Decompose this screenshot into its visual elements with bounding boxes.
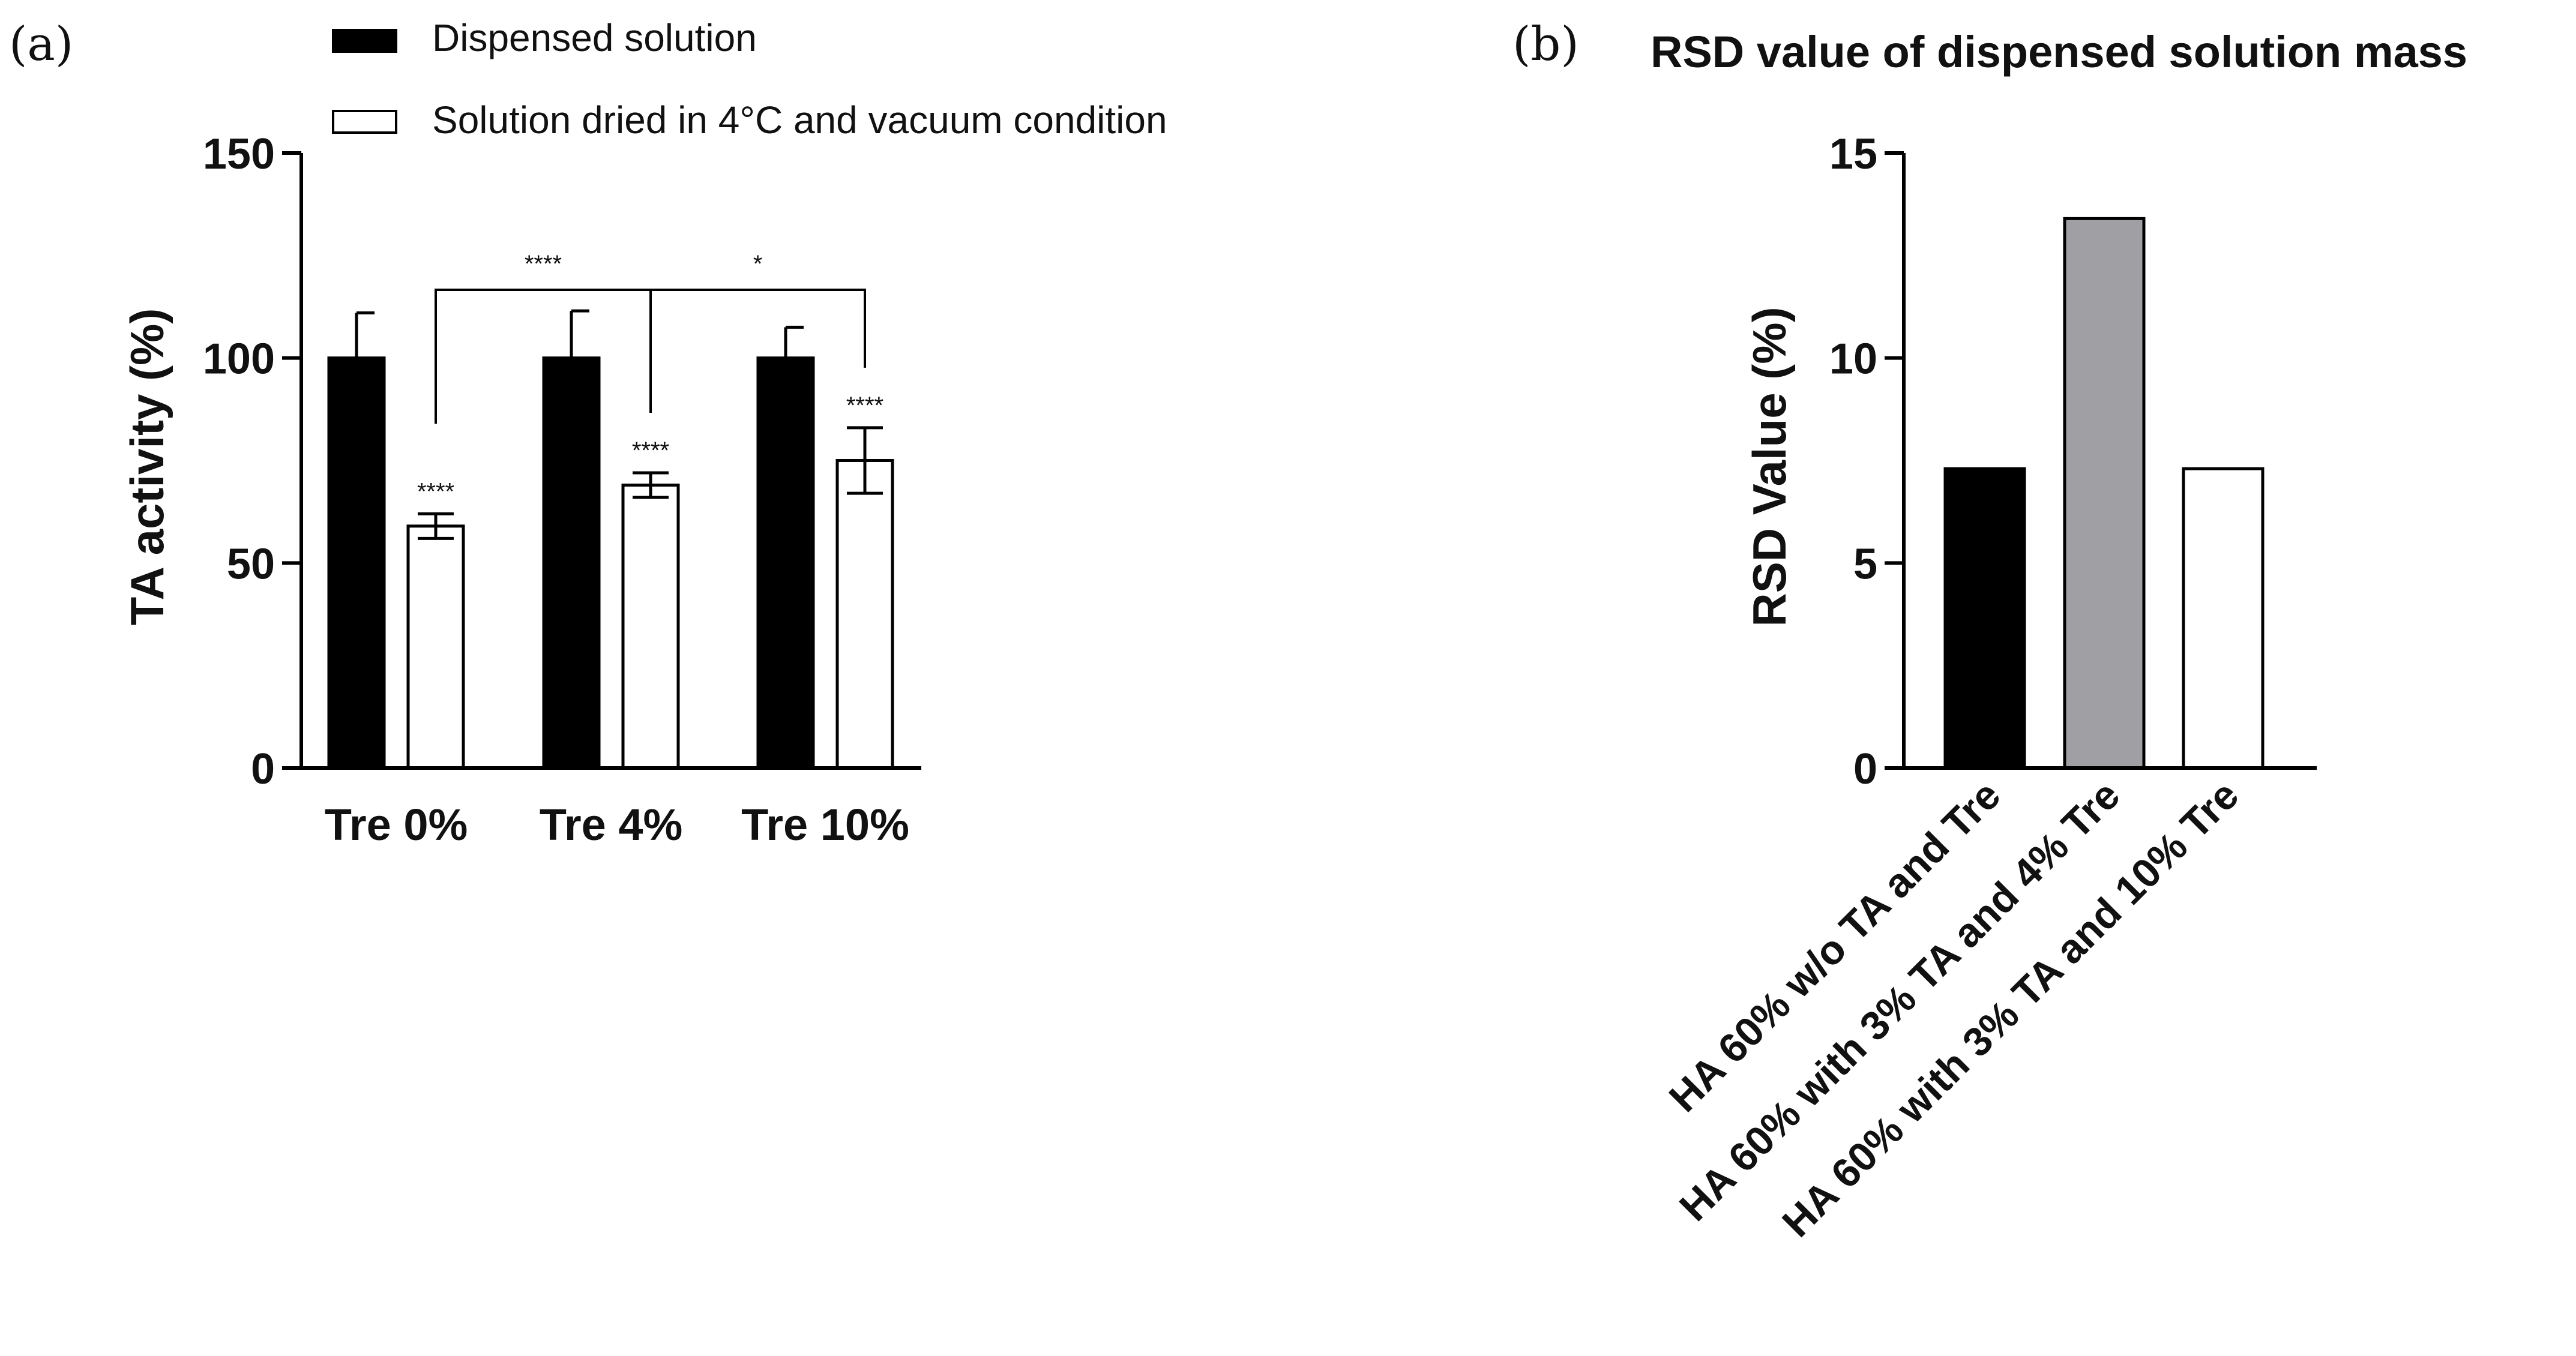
significance-marker: ****: [632, 437, 669, 464]
y-axis-label: RSD Value (%): [1743, 307, 1796, 626]
bracket-label: ****: [525, 251, 562, 277]
legend-swatch-dried: [332, 110, 397, 134]
y-ticks: 0 5 10 15: [1829, 130, 1904, 793]
y-tick-label: 15: [1829, 130, 1877, 178]
y-tick-label: 5: [1853, 540, 1877, 588]
y-axis-label: TA activity (%): [121, 308, 173, 626]
panel-b: (b) RSD value of dispensed solution mass…: [1512, 17, 2467, 1246]
bar-dried: [621, 484, 680, 770]
y-ticks: 0 50 100 150: [203, 130, 301, 793]
bar-dried: [406, 524, 465, 770]
bar-dispensed: [542, 356, 601, 770]
significance-brackets: **** *: [435, 251, 866, 424]
category-label: Tre 0%: [325, 800, 468, 850]
significance-marker: ****: [846, 392, 883, 419]
bar-dispensed: [756, 356, 815, 770]
y-tick-label: 50: [227, 540, 275, 588]
legend: Dispensed solution Solution dried in 4°C…: [332, 16, 1167, 142]
y-tick-label: 100: [203, 335, 275, 383]
category-label: Tre 10%: [741, 800, 909, 850]
bar-dried: [835, 459, 894, 770]
chart-title: RSD value of dispensed solution mass: [1651, 27, 2467, 77]
significance-bracket: [649, 289, 866, 383]
bar: [1943, 467, 2026, 770]
legend-swatch-dispensed: [332, 29, 397, 53]
x-category-labels: Tre 0% Tre 4% Tre 10%: [325, 800, 909, 850]
category-label: HA 60% with 3% TA and 10% Tre: [1774, 772, 2247, 1246]
legend-label-dried: Solution dried in 4°C and vacuum conditi…: [432, 98, 1167, 142]
y-tick-label: 0: [251, 745, 275, 793]
panel-b-label: (b): [1512, 17, 1579, 71]
y-tick-label: 0: [1853, 745, 1877, 793]
category-label: Tre 4%: [540, 800, 683, 850]
legend-label-dispensed: Dispensed solution: [432, 16, 757, 59]
bar: [2182, 467, 2265, 770]
category-label: HA 60% with 3% TA and 4% Tre: [1671, 772, 2129, 1230]
y-tick-label: 10: [1829, 335, 1877, 383]
bar: [2063, 217, 2146, 770]
bar-dispensed: [327, 356, 386, 770]
significance-marker: ****: [417, 478, 454, 505]
significance-markers: **** **** ****: [417, 392, 883, 505]
panel-a: (a) Dispensed solution Solution dried in…: [9, 16, 1167, 850]
error-bars: [355, 309, 883, 540]
bars: [1943, 217, 2265, 770]
panel-a-label: (a): [9, 17, 73, 71]
y-tick-label: 150: [203, 130, 275, 178]
bars: [327, 356, 894, 770]
bracket-label: *: [753, 251, 763, 277]
